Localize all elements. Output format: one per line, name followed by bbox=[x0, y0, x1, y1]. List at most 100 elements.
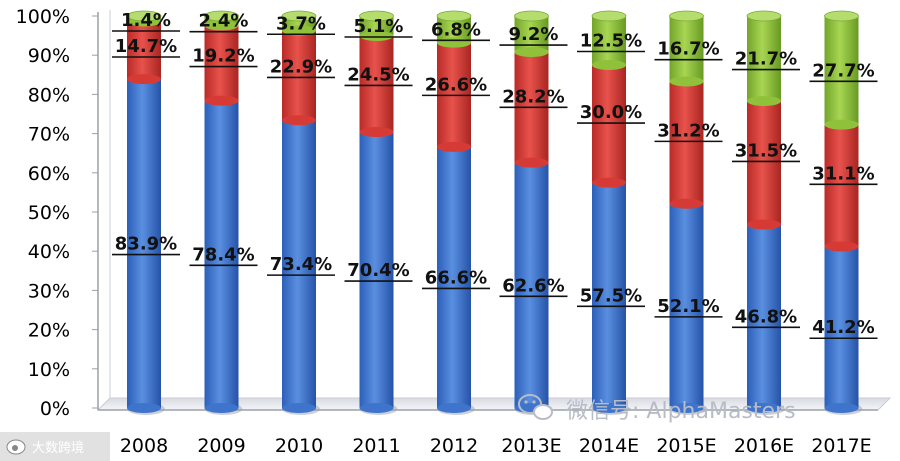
data-label: 19.2% bbox=[192, 46, 254, 67]
bar-segment-2012-s1 bbox=[437, 146, 471, 413]
bar-segment-2016E-s2 bbox=[747, 101, 781, 230]
bar-segment-body bbox=[282, 30, 316, 121]
bar-segment-body bbox=[747, 101, 781, 225]
bar-segment-base bbox=[747, 96, 781, 107]
data-label: 66.6% bbox=[425, 267, 487, 288]
bar-segment-base bbox=[592, 60, 626, 70]
x-tick-labels: 2008 2009 2010 2011 2012 2013E 2014E 2015E 2016E… bbox=[120, 435, 872, 457]
y-tick-label: 70% bbox=[28, 124, 70, 146]
corner-logo-text: 大数跨境 bbox=[32, 441, 84, 456]
bar-segment-2014E-s1 bbox=[592, 182, 626, 413]
data-label: 24.5% bbox=[347, 64, 409, 85]
y-tick-label: 60% bbox=[28, 163, 70, 185]
bar-segment-body bbox=[359, 16, 394, 36]
bar-segment-body bbox=[514, 162, 549, 408]
data-label: 9.2% bbox=[509, 24, 559, 45]
bar-segment-base bbox=[204, 95, 239, 106]
bar-segment-body bbox=[824, 16, 859, 125]
bar-top-cap bbox=[514, 10, 549, 22]
bar-segment-base bbox=[437, 403, 471, 413]
bar-segment-body bbox=[204, 100, 239, 408]
x-tick-label: 2013E bbox=[501, 435, 561, 457]
data-label: 26.6% bbox=[425, 74, 487, 95]
bar-segment-2008-s1 bbox=[127, 79, 161, 413]
data-label: 46.8% bbox=[735, 306, 797, 327]
bar-segment-2011-s3 bbox=[359, 16, 394, 41]
bar-segment-2017E-s1 bbox=[824, 246, 859, 413]
bar-segment-base bbox=[824, 119, 859, 130]
bar-segment-body bbox=[669, 203, 704, 408]
bar-segment-body bbox=[359, 35, 394, 133]
bar-segment-base bbox=[669, 403, 704, 413]
bar-segment-2014E-s3 bbox=[592, 16, 626, 70]
data-label: 41.2% bbox=[812, 317, 874, 338]
bar-segment-2009-s1 bbox=[204, 100, 239, 413]
bar-segment-base bbox=[747, 403, 781, 413]
data-label: 12.5% bbox=[580, 31, 642, 52]
data-label: 83.9% bbox=[115, 234, 177, 255]
data-label: 21.7% bbox=[735, 49, 797, 70]
watermark: 微信号: AlphaMasters bbox=[518, 394, 796, 424]
data-label: 5.1% bbox=[354, 16, 404, 37]
bar-segment-base bbox=[359, 127, 394, 138]
bar-segment-2016E-s1 bbox=[747, 224, 781, 413]
wechat-icon bbox=[518, 394, 553, 420]
weibo-icon bbox=[6, 439, 26, 455]
data-label: 30.0% bbox=[580, 102, 642, 123]
bar-segment-base bbox=[514, 47, 549, 58]
y-tick-label: 50% bbox=[28, 202, 70, 224]
x-tick-label: 2010 bbox=[275, 435, 323, 457]
bar-segment-body bbox=[514, 16, 549, 53]
bar-segment-base bbox=[514, 157, 549, 168]
data-label: 28.2% bbox=[502, 86, 564, 107]
bar-segment-body bbox=[747, 224, 781, 408]
bar-segment-base bbox=[824, 403, 859, 413]
y-tick-label: 0% bbox=[40, 398, 70, 420]
bar-segment-body bbox=[282, 120, 316, 408]
bar-top-cap bbox=[591, 10, 627, 22]
y-tick-label: 10% bbox=[28, 359, 70, 381]
bar-top-cap bbox=[436, 10, 472, 22]
data-label: 1.4% bbox=[121, 10, 171, 31]
data-label: 2.4% bbox=[199, 11, 249, 32]
bar-top-cap bbox=[669, 10, 704, 22]
bar-segment-base bbox=[592, 403, 626, 413]
data-label: 27.7% bbox=[812, 60, 874, 81]
y-tick-label: 30% bbox=[28, 280, 70, 302]
data-label: 52.1% bbox=[657, 296, 719, 317]
bar-segment-base bbox=[204, 20, 239, 31]
x-tick-label: 2009 bbox=[197, 435, 245, 457]
x-tick-label: 2017E bbox=[811, 435, 871, 457]
bar-segment-base bbox=[437, 141, 471, 152]
bar-segment-base bbox=[204, 403, 239, 413]
bar-segment-body bbox=[747, 16, 781, 102]
x-tick-label: 2015E bbox=[656, 435, 716, 457]
bar-segment-body bbox=[437, 146, 471, 409]
y-tick-label: 20% bbox=[28, 320, 70, 342]
bar-segment-2010-s2 bbox=[282, 30, 316, 126]
bar-segment-base bbox=[127, 403, 161, 413]
bar-segment-body bbox=[824, 124, 859, 247]
bars bbox=[126, 10, 863, 415]
y-tick-label: 80% bbox=[28, 84, 70, 106]
bar-segment-2015E-s1 bbox=[669, 203, 704, 413]
data-label: 31.1% bbox=[812, 163, 874, 184]
bar-segment-2009-s2 bbox=[204, 25, 239, 106]
bar-segment-body bbox=[669, 16, 704, 82]
bar-top-cap bbox=[204, 10, 239, 22]
bar-segment-2011-s1 bbox=[359, 132, 394, 413]
bar-segment-base bbox=[282, 115, 316, 126]
y-tick-label: 100% bbox=[16, 6, 70, 28]
bar-top-cap bbox=[824, 10, 859, 22]
data-label: 14.7% bbox=[115, 36, 177, 57]
bar-segment-2015E-s3 bbox=[669, 16, 704, 87]
data-label: 57.5% bbox=[580, 285, 642, 306]
bar-segment-base bbox=[127, 74, 161, 85]
data-label: 6.8% bbox=[431, 19, 481, 40]
bar-segment-base bbox=[669, 198, 704, 209]
bar-segment-base bbox=[282, 403, 316, 413]
bar-top-cap bbox=[281, 10, 317, 22]
y-tick-labels: 0% 10% 20% 30% 40% 50% 60% 70% 80% 90% 100% bbox=[16, 6, 98, 420]
bar-segment-2014E-s2 bbox=[592, 65, 626, 188]
